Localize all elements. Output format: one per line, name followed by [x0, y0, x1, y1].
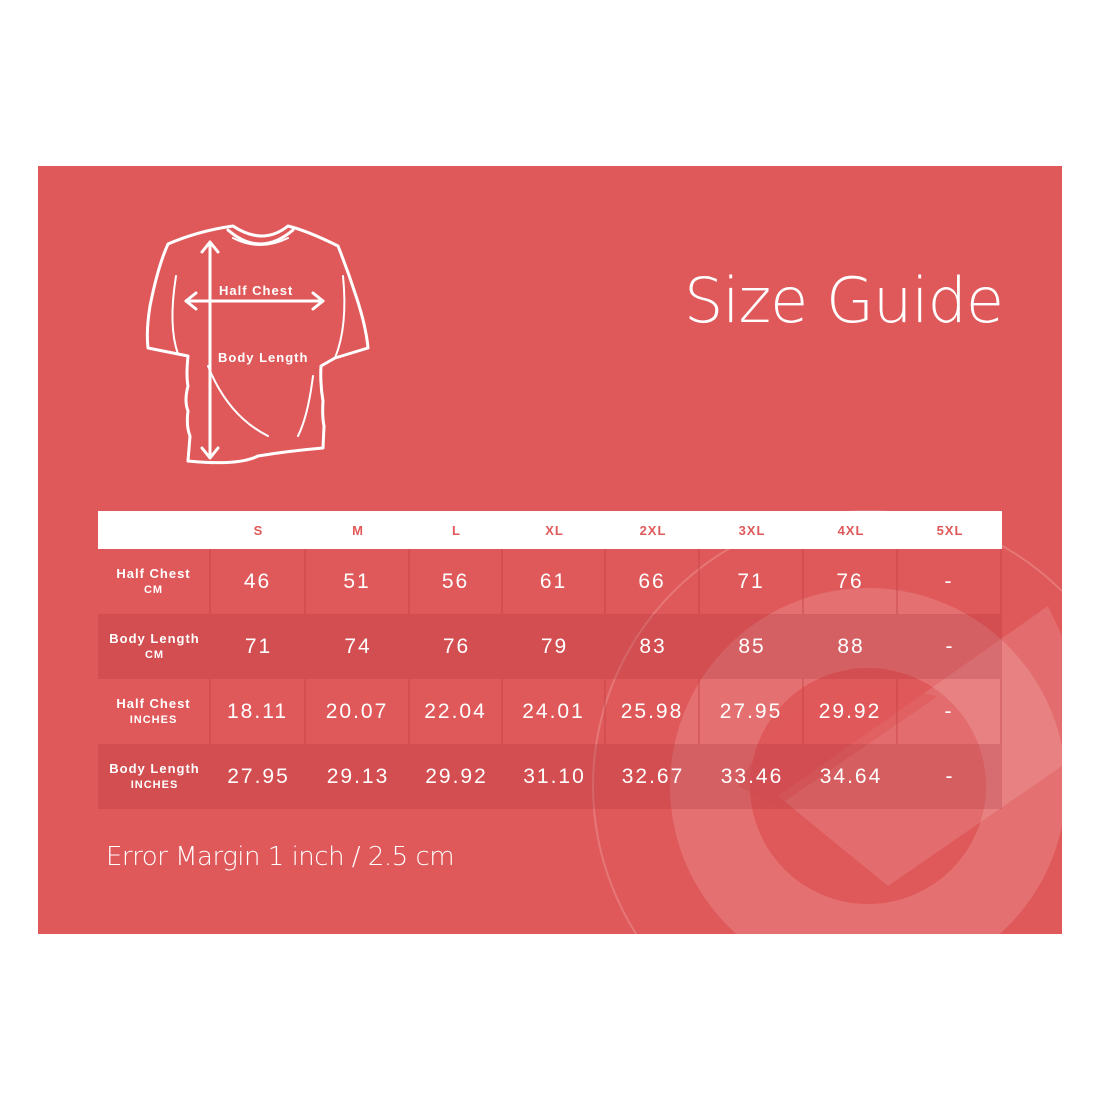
header-cell-s: S	[253, 522, 264, 538]
size-guide-panel: Half Chest Body Length Size Guide S M L …	[38, 166, 1062, 934]
header-cell-2xl: 2XL	[639, 522, 667, 538]
table-cell: 24.01	[503, 679, 606, 744]
row-label-name: Half Chest	[116, 695, 191, 711]
header-cell	[98, 511, 211, 549]
table-cell: 32.67	[621, 764, 685, 788]
table-cell: 34.64	[819, 764, 883, 788]
row-label-unit: CM	[144, 648, 165, 661]
table-cell: -	[898, 549, 1002, 614]
row-label: Body Length INCHES	[98, 744, 211, 809]
table-cell: 22.04	[410, 679, 503, 744]
table-cell: 29.13	[326, 764, 390, 788]
table-cell: 76	[442, 634, 471, 658]
table-cell: 18.11	[211, 679, 306, 744]
half-chest-label: Half Chest	[219, 283, 294, 298]
row-label-unit: INCHES	[130, 778, 179, 791]
table-cell: 29.92	[804, 679, 898, 744]
table-cell: 33.46	[720, 764, 784, 788]
row-label: Half Chest CM	[98, 549, 211, 614]
page-title: Size Guide	[684, 264, 1004, 337]
table-cell: -	[945, 764, 955, 788]
table-row: Body Length INCHES 27.95 29.13 29.92 31.10 32.…	[98, 744, 1002, 809]
table-cell: -	[945, 634, 955, 658]
table-cell: 61	[503, 549, 606, 614]
header-cell-5xl: 5XL	[936, 522, 964, 538]
header-cell-3xl: 3XL	[738, 522, 766, 538]
table-cell: 27.95	[227, 764, 290, 788]
header-cell-m: M	[352, 522, 364, 538]
row-label-name: Body Length	[109, 630, 200, 646]
table-cell: -	[898, 679, 1002, 744]
table-cell: 20.07	[306, 679, 410, 744]
header-cell-xl: XL	[545, 522, 564, 538]
table-cell: 88	[837, 634, 865, 658]
header-cell-4xl: 4XL	[837, 522, 865, 538]
table-cell: 51	[306, 549, 410, 614]
tshirt-diagram-icon	[145, 224, 370, 465]
table-row: Half Chest CM 46 51 56 61 66 71 76-	[98, 549, 1002, 614]
error-margin-note: Error Margin 1 inch / 2.5 cm	[106, 842, 455, 872]
table-cell: 29.92	[425, 764, 488, 788]
table-cell: 25.98	[606, 679, 700, 744]
row-label-unit: INCHES	[129, 713, 178, 726]
header-cell-l: L	[452, 522, 461, 538]
table-cell: 46	[211, 549, 306, 614]
row-label: Body Length CM	[98, 614, 211, 679]
size-table: S M L XL 2XL 3XL 4XL 5XL Half Chest CM 46 5…	[98, 511, 1002, 809]
table-cell: 31.10	[523, 764, 586, 788]
row-label: Half Chest INCHES	[98, 679, 211, 744]
row-label-name: Half Chest	[116, 565, 191, 581]
table-cell: 27.95	[700, 679, 804, 744]
brand-logo-watermark	[592, 510, 1062, 934]
table-row: Body Length CM 71 74 76 79 83 85 88 -	[98, 614, 1002, 679]
table-cell: 71	[700, 549, 804, 614]
table-header-row: S M L XL 2XL 3XL 4XL 5XL	[98, 511, 1002, 549]
table-cell: 79	[540, 634, 569, 658]
table-row: Half Chest INCHES 18.11 20.07 22.04 24.01 25.9…	[98, 679, 1002, 744]
table-cell: 85	[738, 634, 766, 658]
table-cell: 74	[344, 634, 372, 658]
row-label-name: Body Length	[109, 760, 200, 776]
table-cell: 66	[606, 549, 700, 614]
table-cell: 71	[244, 634, 273, 658]
table-cell: 76	[804, 549, 898, 614]
body-length-label: Body Length	[218, 350, 309, 365]
table-cell: 56	[410, 549, 503, 614]
table-cell: 83	[639, 634, 667, 658]
row-label-unit: CM	[143, 583, 164, 596]
